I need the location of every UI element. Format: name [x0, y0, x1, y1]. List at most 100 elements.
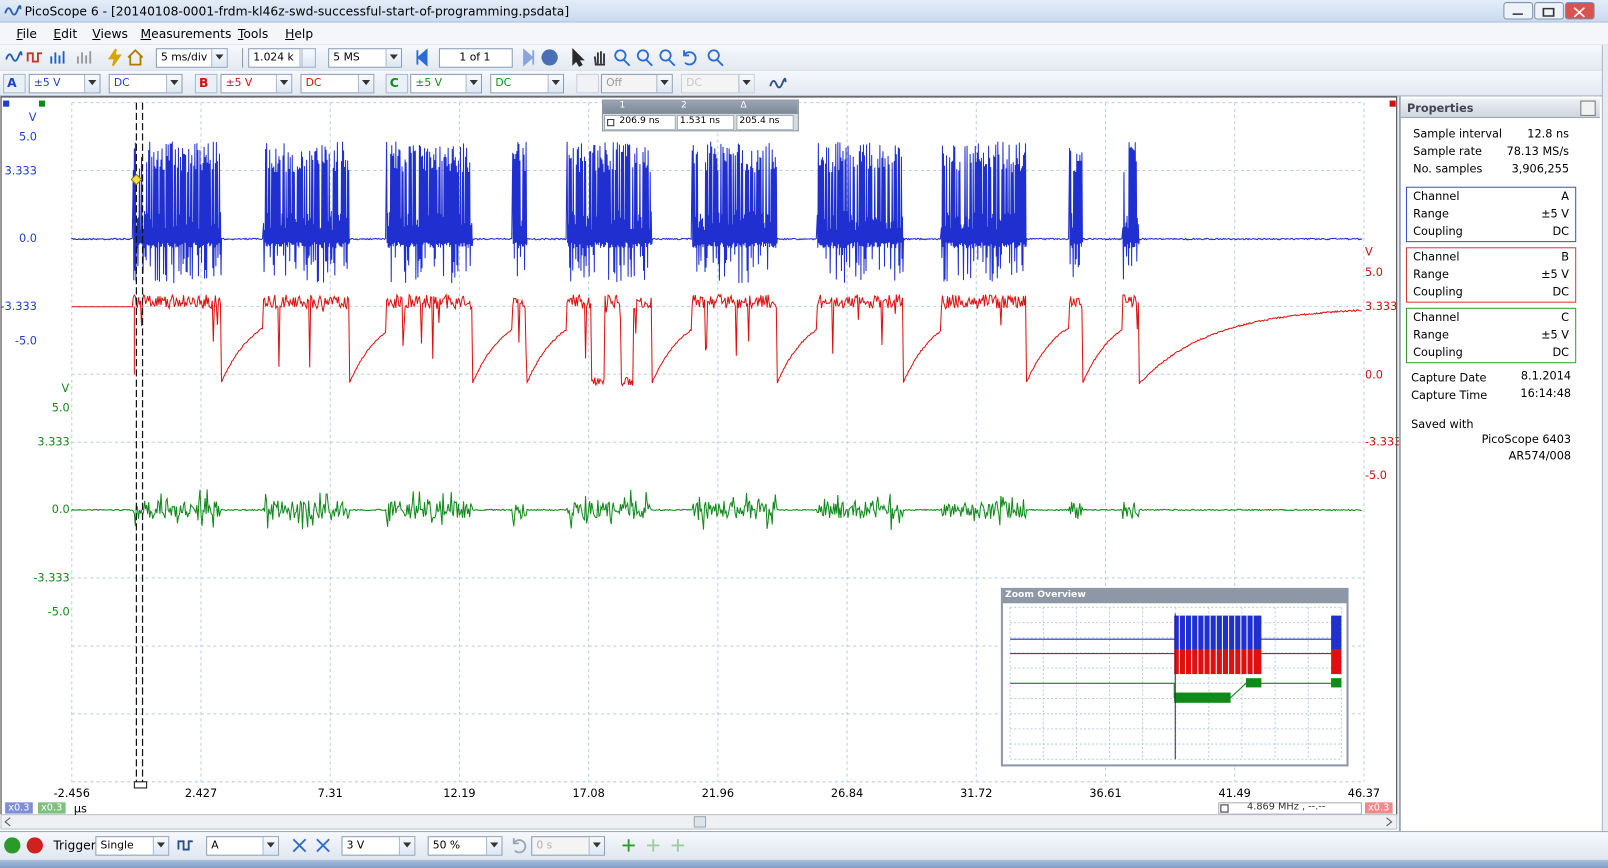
spectrum-mode-button[interactable] — [47, 47, 68, 68]
icon-shape — [26, 837, 43, 854]
channel-properties-box — [1405, 307, 1577, 364]
window-button[interactable] — [1534, 2, 1564, 20]
serial-mode-button[interactable] — [74, 47, 95, 68]
x-tick-label: 36.61 — [1089, 786, 1122, 801]
properties-close[interactable] — [1580, 100, 1596, 116]
coupling-combo[interactable]: DC — [680, 73, 755, 94]
arrow-glyph — [266, 842, 275, 848]
dropdown-arrow[interactable] — [547, 74, 564, 93]
window-button[interactable] — [1503, 2, 1534, 20]
dropdown-arrow[interactable] — [738, 74, 754, 93]
y-zoom-factor[interactable]: x0.3 — [37, 802, 66, 814]
select-tool[interactable] — [567, 47, 588, 68]
arrow-glyph — [362, 80, 371, 86]
menu-item[interactable]: Help — [285, 26, 314, 42]
dropdown-arrow[interactable] — [211, 49, 227, 67]
trigger-source-combo[interactable]: A — [206, 836, 279, 856]
menu-item[interactable]: Measurements — [140, 26, 232, 42]
channel-letter[interactable]: C — [389, 75, 399, 91]
menu-item[interactable]: Tools — [237, 26, 269, 42]
dropdown-arrow[interactable] — [84, 74, 100, 93]
stop-button[interactable] — [25, 835, 46, 856]
falling-edge-button[interactable] — [313, 835, 334, 856]
channel-letter[interactable]: B — [198, 75, 209, 91]
autosetup-button[interactable] — [105, 47, 126, 68]
persistence-mode-button[interactable] — [25, 47, 46, 68]
icon-shape — [26, 52, 43, 63]
range-combo[interactable]: Off — [600, 73, 673, 94]
zoom-out-tool[interactable] — [657, 47, 678, 68]
y-tick-label: -3.333 — [0, 299, 37, 313]
property-label: Range — [1413, 207, 1449, 221]
trigger-delay-combo[interactable]: 0 s — [531, 836, 606, 856]
app-icon[interactable] — [2, 1, 23, 22]
delete-measurement-button[interactable] — [643, 835, 664, 856]
dropdown-arrow[interactable] — [152, 837, 169, 855]
y-unit-label: V — [61, 381, 70, 396]
range-combo-text: ±5 V — [225, 76, 253, 90]
ruler-header: Δ — [740, 100, 747, 111]
channel-d-button[interactable] — [576, 73, 599, 94]
samples-combo[interactable]: 5 MS — [328, 48, 402, 68]
icon-glyph — [636, 49, 653, 67]
dropdown-arrow[interactable] — [262, 837, 278, 855]
spin-up-down[interactable] — [301, 48, 316, 68]
coupling-combo[interactable]: DC — [300, 73, 375, 94]
edit-measurement-button[interactable] — [668, 835, 689, 856]
range-combo[interactable]: ±5 V — [28, 73, 101, 94]
scope-mode-button[interactable] — [3, 47, 24, 68]
frequency-readout: 4.869 MHz , --.-- — [1247, 801, 1326, 813]
coupling-combo[interactable]: DC — [490, 73, 565, 94]
dropdown-arrow[interactable] — [275, 74, 292, 93]
x-zoom-factor[interactable]: x0.3 — [5, 802, 33, 814]
advanced-options-button[interactable] — [767, 74, 788, 95]
default-setup-button[interactable] — [125, 47, 146, 68]
previous-buffer-button[interactable] — [412, 47, 433, 68]
start-button[interactable] — [2, 835, 23, 856]
icon-glyph — [4, 837, 21, 854]
buffer-overview-button[interactable] — [539, 47, 560, 68]
add-measurement-button[interactable] — [618, 835, 639, 856]
next-buffer-button[interactable] — [518, 47, 539, 68]
dropdown-arrow[interactable] — [486, 837, 502, 855]
menu-item[interactable]: Edit — [53, 26, 78, 42]
channel-letter[interactable]: A — [7, 75, 17, 91]
trigger-type-button[interactable] — [175, 835, 196, 856]
icon-glyph — [572, 48, 585, 67]
zoom-in-tool[interactable] — [635, 47, 656, 68]
channel-button[interactable] — [385, 73, 409, 94]
arrow-glyph — [88, 80, 97, 86]
dropdown-arrow[interactable] — [166, 74, 182, 93]
trigger-threshold-combo[interactable]: 3 V — [341, 836, 416, 856]
hand-tool[interactable] — [590, 47, 611, 68]
window-button[interactable] — [1564, 2, 1595, 20]
menu-item[interactable]: Views — [92, 26, 128, 42]
buffer-box[interactable] — [438, 48, 513, 68]
right-zoom-factor[interactable]: x0.3 — [1364, 802, 1393, 814]
dropdown-arrow[interactable] — [357, 74, 374, 93]
zoom-tool[interactable] — [612, 47, 633, 68]
dropdown-arrow[interactable] — [385, 49, 401, 67]
dropdown-arrow[interactable] — [465, 74, 481, 93]
dropdown-arrow[interactable] — [588, 837, 605, 855]
channel-button[interactable] — [194, 73, 218, 94]
range-combo[interactable]: ±5 V — [220, 73, 293, 94]
ruler-close[interactable] — [786, 102, 796, 112]
timebase-combo[interactable]: 5 ms/div — [155, 48, 228, 68]
dropdown-arrow[interactable] — [656, 74, 672, 93]
range-combo[interactable]: ±5 V — [410, 73, 482, 94]
properties-title: Properties — [1406, 101, 1474, 115]
y-tick-label: 3.333 — [1364, 299, 1398, 313]
coupling-combo[interactable]: DC — [108, 73, 183, 94]
post-trigger-button[interactable] — [509, 835, 530, 856]
zoom-fit-tool[interactable] — [706, 47, 727, 68]
undo-zoom-tool[interactable] — [679, 47, 700, 68]
pre-trigger-combo[interactable]: 50 % — [427, 836, 503, 856]
channel-button[interactable] — [3, 73, 26, 94]
icon-glyph — [647, 839, 660, 852]
property-label: No. samples — [1413, 162, 1483, 176]
menu-item[interactable]: File — [16, 26, 38, 42]
trigger-mode-combo[interactable]: Single — [95, 836, 170, 856]
rising-edge-button[interactable] — [289, 835, 310, 856]
dropdown-arrow[interactable] — [398, 837, 415, 855]
